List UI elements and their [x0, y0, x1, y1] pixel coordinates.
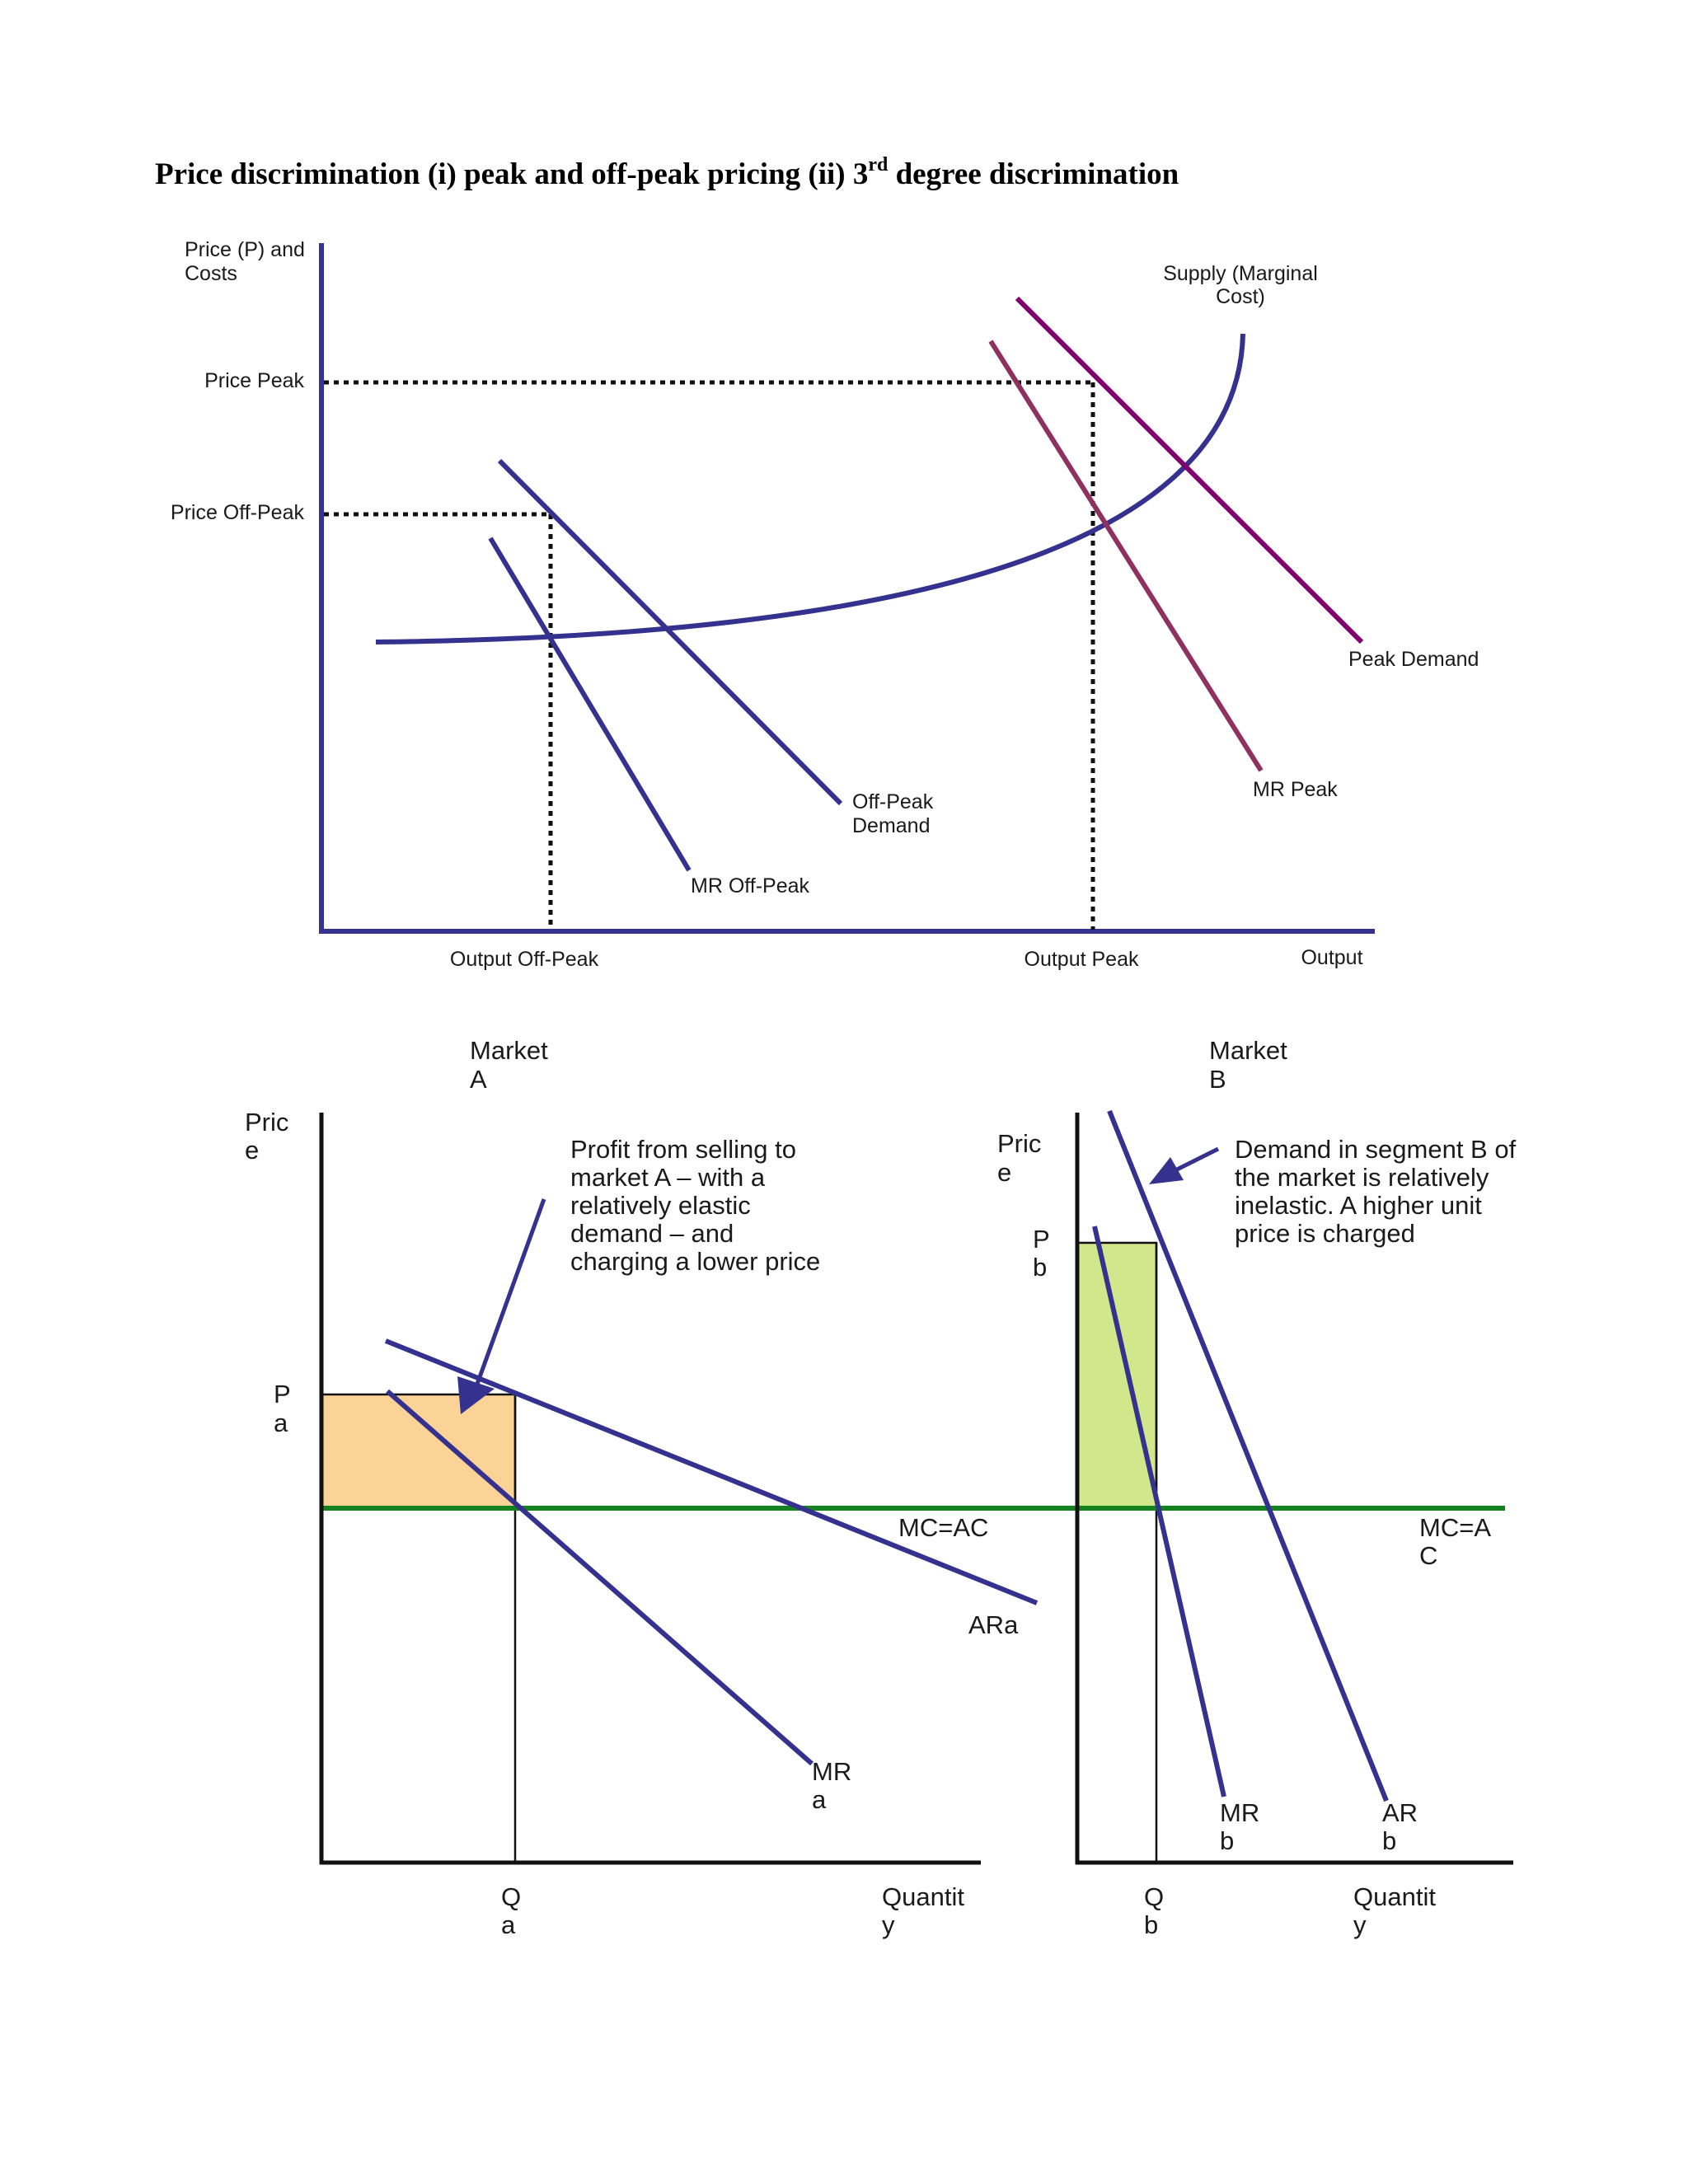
mr-peak-curve	[988, 340, 1264, 772]
market-a-price-label-1: P	[274, 1380, 291, 1408]
market-b-ar-label-1: AR	[1382, 1798, 1418, 1827]
market-b-ar-curve	[1107, 1109, 1389, 1802]
market-b-mr-label-2: b	[1220, 1826, 1234, 1855]
market-b-heading-1: Market	[1209, 1036, 1287, 1065]
supply-label-2: Cost)	[1216, 285, 1265, 308]
peak-demand-label: Peak Demand	[1348, 648, 1479, 671]
mr-offpeak-label: MR Off-Peak	[691, 874, 810, 898]
market-a-ar-curve	[384, 1338, 1039, 1605]
market-a-qty-label-1: Q	[501, 1882, 521, 1911]
market-b-chart: Market B Pric e P b Q b Quantit y MC=A C…	[997, 1036, 1517, 1939]
offpeak-demand-label-2: Demand	[852, 814, 931, 837]
offpeak-demand-curve	[497, 458, 843, 806]
market-a-mr-label-1: MR	[812, 1757, 851, 1786]
peak-y-axis-label-2: Costs	[185, 262, 237, 285]
market-a-price-label-2: a	[274, 1408, 288, 1437]
offpeak-demand-label-1: Off-Peak	[852, 790, 934, 813]
market-a-annotation-4: demand – and	[570, 1219, 734, 1248]
market-a-qty-label-2: a	[501, 1910, 516, 1939]
mr-offpeak-curve	[488, 537, 692, 872]
market-a-heading-2: A	[470, 1065, 487, 1094]
market-b-qty-label-2: b	[1144, 1910, 1158, 1939]
market-a-annotation-1: Profit from selling to	[570, 1135, 796, 1164]
market-b-x-axis-label-2: y	[1353, 1910, 1367, 1939]
market-a-arrowhead	[457, 1376, 495, 1414]
peak-y-axis-label-1: Price (P) and	[185, 238, 305, 261]
market-b-annotation-2: the market is relatively	[1235, 1163, 1489, 1192]
output-offpeak-label: Output Off-Peak	[450, 948, 599, 971]
market-a-profit-area	[320, 1393, 517, 1510]
market-a-x-axis-label-2: y	[882, 1910, 895, 1939]
supply-curve	[375, 333, 1245, 644]
market-b-annotation-4: price is charged	[1235, 1219, 1415, 1248]
market-b-annotation-1: Demand in segment B of	[1235, 1135, 1517, 1164]
market-a-heading-1: Market	[470, 1036, 548, 1065]
market-a-mr-label-2: a	[812, 1785, 827, 1814]
market-b-ar-label-2: b	[1382, 1826, 1396, 1855]
mc-ac-label-b-2: C	[1419, 1541, 1437, 1570]
market-a-ar-label: ARa	[968, 1610, 1019, 1639]
market-b-price-label-1: P	[1033, 1225, 1050, 1254]
output-axis-label: Output	[1301, 946, 1362, 969]
market-b-x-axis-label-1: Quantit	[1353, 1882, 1436, 1911]
market-b-mr-curve	[1092, 1226, 1226, 1797]
price-peak-label: Price Peak	[204, 369, 304, 392]
market-b-price-axis-1: Pric	[997, 1129, 1041, 1158]
peak-demand-curve	[1015, 296, 1364, 644]
market-b-mr-label-1: MR	[1220, 1798, 1259, 1827]
mc-ac-label-b-1: MC=A	[1419, 1513, 1491, 1542]
market-a-x-axis-label-1: Quantit	[882, 1882, 964, 1911]
market-b-annotation-3: inelastic. A higher unit	[1235, 1191, 1482, 1220]
mc-ac-label-a: MC=AC	[898, 1513, 988, 1542]
market-b-annotation-arrow	[1174, 1146, 1220, 1173]
page-title: Price discrimination (i) peak and off-pe…	[155, 154, 1179, 191]
market-b-arrowhead	[1149, 1157, 1184, 1184]
market-a-annotation-3: relatively elastic	[570, 1191, 751, 1220]
market-b-price-label-2: b	[1033, 1253, 1047, 1282]
market-a-annotation-5: charging a lower price	[570, 1247, 820, 1276]
market-b-price-axis-2: e	[997, 1158, 1011, 1187]
market-a-price-axis-1: Pric	[245, 1108, 288, 1137]
market-a-annotation-arrow	[474, 1198, 546, 1387]
market-b-profit-area	[1076, 1241, 1158, 1510]
market-a-annotation-2: market A – with a	[570, 1163, 766, 1192]
supply-label-1: Supply (Marginal	[1163, 262, 1318, 285]
market-a-mr-curve	[386, 1389, 814, 1766]
mr-peak-label: MR Peak	[1253, 778, 1338, 801]
peak-offpeak-chart: Price (P) and Costs Price Peak Price Off…	[171, 238, 1479, 971]
output-peak-label: Output Peak	[1025, 948, 1139, 971]
price-offpeak-label: Price Off-Peak	[171, 501, 305, 524]
market-b-qty-label-1: Q	[1144, 1882, 1164, 1911]
market-b-heading-2: B	[1209, 1065, 1226, 1094]
market-a-price-axis-2: e	[245, 1136, 259, 1165]
